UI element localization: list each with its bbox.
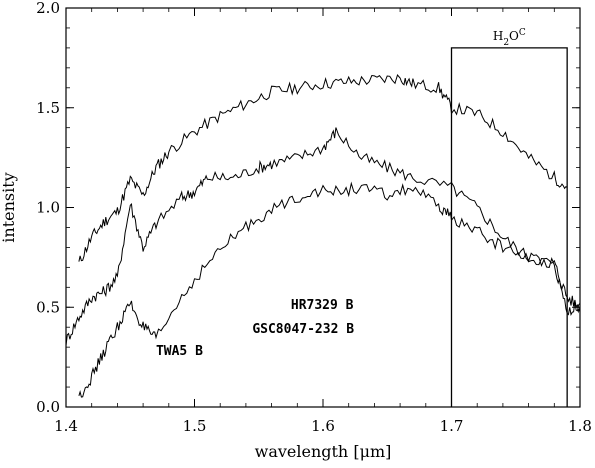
plot-frame	[65, 7, 581, 408]
series-line-2	[65, 127, 581, 346]
h2o-band-box	[450, 47, 568, 407]
annotation-layer: H2OC	[450, 28, 568, 407]
x-tick-label: 1.4	[54, 417, 78, 435]
x-tick-label: 1.8	[568, 417, 592, 435]
y-tick-label: 1.5	[36, 99, 60, 117]
y-tick-label: 0.5	[36, 298, 60, 316]
x-tick-label: 1.6	[311, 417, 335, 435]
plot-area	[65, 7, 581, 408]
series-line-3	[78, 181, 581, 398]
h2o-band-label: H2OC	[493, 28, 526, 48]
y-axis-label: intensity	[0, 172, 18, 242]
series-line-1	[78, 73, 568, 262]
y-tick-label: 1.0	[36, 199, 60, 217]
series-layer: HR7329 B GSC8047-232 B TWA5 B	[65, 73, 581, 398]
x-axis-ticks: 1.4 1.5 1.6 1.7 1.8	[54, 8, 592, 435]
series-label-2: GSC8047-232 B	[252, 322, 354, 337]
y-axis-ticks: 0.0 0.5 1.0 1.5 2.0	[36, 0, 580, 416]
y-tick-label: 2.0	[36, 0, 60, 17]
x-tick-label: 1.5	[183, 417, 207, 435]
series-label-3: TWA5 B	[156, 344, 203, 359]
x-axis-label: wavelength [μm]	[255, 442, 392, 461]
y-tick-label: 0.0	[36, 398, 60, 416]
series-label-1: HR7329 B	[291, 298, 354, 313]
x-tick-label: 1.7	[440, 417, 464, 435]
